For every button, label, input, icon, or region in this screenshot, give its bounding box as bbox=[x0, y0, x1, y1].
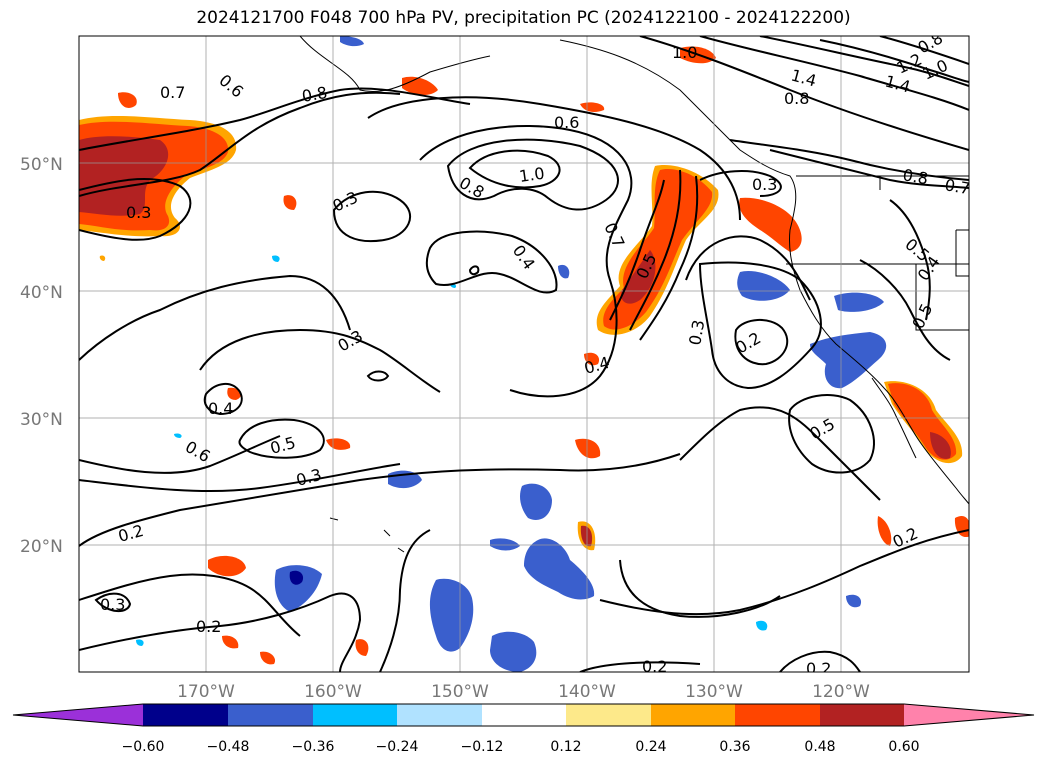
lon-label: 150°W bbox=[431, 682, 489, 702]
contour-label: 0.8 bbox=[901, 165, 929, 188]
contour-label: 0.2 bbox=[196, 617, 221, 636]
colorbar-segment bbox=[482, 704, 566, 726]
precip-negative-14 bbox=[340, 36, 364, 47]
contour-label: 1.0 bbox=[518, 164, 546, 186]
colorbar-under-arrow bbox=[13, 704, 143, 726]
precip-negative-8 bbox=[429, 578, 474, 652]
contour-label: 0.7 bbox=[160, 83, 185, 102]
colorbar-tick: 0.24 bbox=[635, 739, 666, 755]
precip-negative-15 bbox=[272, 255, 280, 262]
precip-negative-17 bbox=[174, 433, 182, 438]
contour-label: 0.2 bbox=[806, 659, 831, 678]
colorbar-outline bbox=[12, 703, 1035, 727]
precip-negative-1 bbox=[737, 270, 790, 301]
colorbar-tick: −0.12 bbox=[461, 739, 504, 755]
coastlines bbox=[299, 36, 969, 553]
precip-positive-s4 bbox=[575, 438, 601, 459]
lon-label: 160°W bbox=[304, 682, 362, 702]
colorbar-tick: −0.48 bbox=[207, 739, 250, 755]
precip-positive-s8 bbox=[222, 635, 239, 649]
colorbar-segment bbox=[566, 704, 651, 726]
colorbar-tick: −0.60 bbox=[122, 739, 165, 755]
colorbar-tick: 0.48 bbox=[804, 739, 835, 755]
precip-negative-9 bbox=[490, 631, 537, 672]
precip-positive-s1 bbox=[283, 195, 297, 210]
contour-label: 0.8 bbox=[784, 89, 809, 108]
colorbar: −0.60 −0.48 −0.36 −0.24 −0.12 0.12 0.24 … bbox=[12, 703, 1035, 755]
contour-label: 0.3 bbox=[685, 318, 708, 346]
lat-label: 30°N bbox=[20, 410, 63, 430]
precip-negative-7 bbox=[524, 538, 595, 600]
contour-label: 0.3 bbox=[752, 175, 777, 194]
colorbar-segment bbox=[143, 704, 228, 726]
pv-contours bbox=[79, 36, 969, 672]
colorbar-segment bbox=[735, 704, 820, 726]
precip-positive-pnw bbox=[739, 197, 802, 252]
precip-positive-small1 bbox=[580, 102, 605, 112]
precip-positive-s3 bbox=[326, 438, 351, 450]
graticule bbox=[79, 36, 969, 672]
precip-positive-baja-dark bbox=[930, 432, 951, 459]
precip-negative-13 bbox=[558, 264, 570, 279]
contour-label: 0.8 bbox=[300, 83, 328, 106]
precip-positive-s11 bbox=[99, 255, 106, 261]
contour-label: 0.4 bbox=[208, 399, 233, 418]
precip-negative-10-core bbox=[289, 570, 304, 585]
precip-negative-2 bbox=[834, 292, 884, 312]
contour-label: 0.3 bbox=[126, 203, 151, 222]
precipitation-fills bbox=[79, 36, 969, 672]
colorbar-over-arrow bbox=[904, 704, 1034, 726]
precip-positive-mx bbox=[877, 516, 892, 546]
contour-label: 0.3 bbox=[100, 595, 125, 614]
precip-positive-s7 bbox=[208, 555, 246, 577]
lon-label: 130°W bbox=[685, 682, 743, 702]
lat-label: 40°N bbox=[20, 283, 63, 303]
precip-positive-s2 bbox=[227, 387, 242, 400]
precip-positive-s10 bbox=[355, 639, 369, 656]
precip-positive-nw2 bbox=[118, 92, 137, 108]
lon-label: 120°W bbox=[812, 682, 870, 702]
map-frame bbox=[78, 35, 970, 673]
colorbar-tick: −0.36 bbox=[292, 739, 335, 755]
colorbar-tick: −0.24 bbox=[376, 739, 419, 755]
precip-negative-18 bbox=[136, 639, 144, 646]
precip-positive-s6 bbox=[584, 352, 600, 366]
lat-label: 20°N bbox=[20, 537, 63, 557]
contour-label: 0.2 bbox=[642, 657, 667, 676]
precip-negative-3 bbox=[810, 332, 887, 389]
precip-negative-11 bbox=[846, 594, 862, 608]
colorbar-segment bbox=[820, 704, 904, 726]
lon-label: 140°W bbox=[558, 682, 616, 702]
precip-negative-10 bbox=[274, 565, 322, 612]
contour-label: 0.6 bbox=[554, 113, 579, 132]
contour-label: 0.7 bbox=[943, 175, 971, 198]
precip-negative-6 bbox=[490, 538, 520, 551]
precip-negative-12 bbox=[756, 620, 768, 631]
map-title: 2024121700 F048 700 hPa PV, precipitatio… bbox=[196, 8, 851, 28]
colorbar-tick: 0.36 bbox=[719, 739, 750, 755]
precip-positive-nw-dark bbox=[79, 136, 169, 216]
colorbar-segment bbox=[651, 704, 735, 726]
precip-positive-front-dark bbox=[621, 250, 656, 304]
contour-label: 1.0 bbox=[672, 43, 697, 62]
colorbar-tick: 0.12 bbox=[550, 739, 581, 755]
colorbar-segment bbox=[313, 704, 397, 726]
colorbar-tick: 0.60 bbox=[888, 739, 919, 755]
lon-label: 170°W bbox=[177, 682, 235, 702]
longitude-labels: 170°W 160°W 150°W 140°W 130°W 120°W bbox=[177, 682, 870, 702]
precip-positive-s5b bbox=[580, 525, 593, 547]
colorbar-segment bbox=[228, 704, 313, 726]
precip-negative-5 bbox=[520, 483, 552, 520]
lat-label: 50°N bbox=[20, 155, 63, 175]
colorbar-segment bbox=[397, 704, 482, 726]
precip-positive-s9 bbox=[260, 651, 276, 665]
latitude-labels: 50°N 40°N 30°N 20°N bbox=[20, 155, 63, 557]
